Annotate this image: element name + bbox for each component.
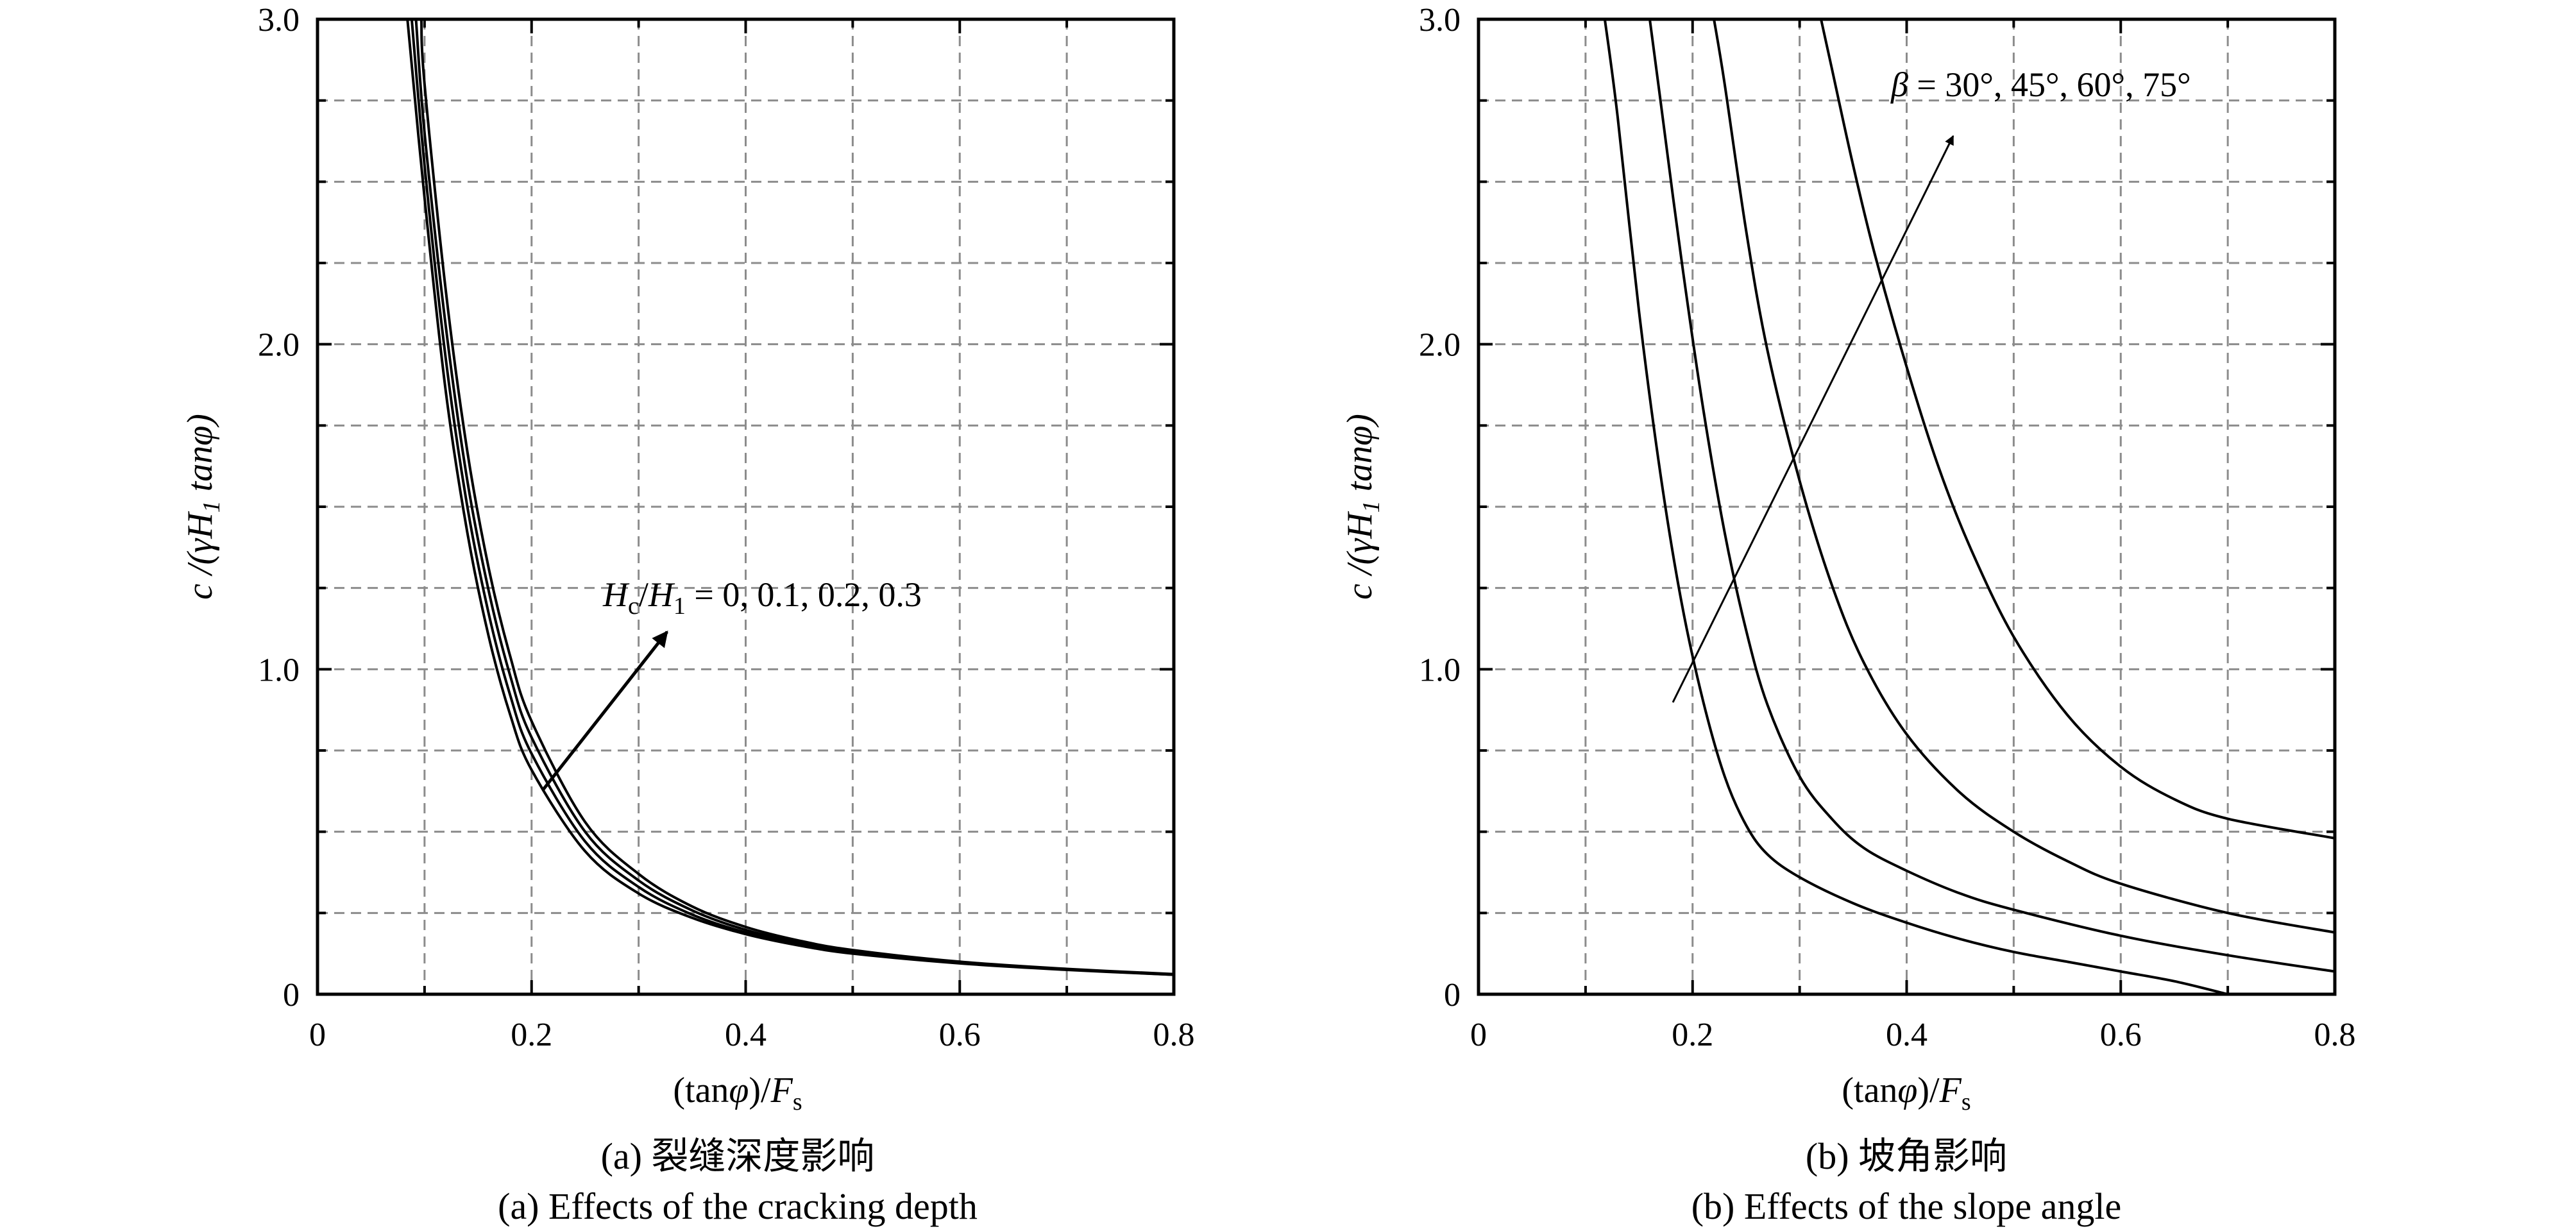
panel-a-y-tick-label: 1.0	[258, 652, 300, 688]
panel-b-grid	[1479, 19, 2335, 994]
panel-b-caption-en: (b) Effects of the slope angle	[1691, 1185, 2122, 1227]
panel-a-curves	[406, 19, 1174, 976]
panel-b-y-tick-label: 1.0	[1419, 652, 1461, 688]
panel-b-y-tick-label: 3.0	[1419, 2, 1461, 38]
panel-b-x-tick-labels: 0 0.2 0.4 0.6 0.8	[1470, 1017, 2356, 1053]
panel-b-x-axis-title: (tanφ)/Fs	[1842, 1071, 1970, 1115]
panel-b-series-line-1	[1603, 19, 2228, 996]
panel-b-x-tick-label: 0.4	[1886, 1017, 1928, 1053]
panel-b-series-line-3	[1713, 19, 2335, 934]
panel-a-caption-en: (a) Effects of the cracking depth	[498, 1185, 978, 1227]
panel-a-x-axis-title: (tanφ)/Fs	[673, 1071, 802, 1115]
panel-b-y-tick-label: 0	[1444, 977, 1461, 1013]
panel-a-x-tick-label: 0.4	[725, 1017, 767, 1053]
panel-b-annotation: β = 30°, 45°, 60°, 75°	[1890, 65, 2191, 104]
panel-a-x-tick-label: 0	[309, 1017, 326, 1053]
panel-a-annotation: Hc/H1 = 0, 0.1, 0.2, 0.3	[602, 575, 922, 620]
panel-a-chart: 0 0.2 0.4 0.6 0.8 0 1.0 2.0 3.0 c /(γH1 tanφ) (…	[180, 2, 1195, 1227]
panel-b-series-line-4	[1820, 19, 2335, 840]
panel-a-grid	[318, 19, 1174, 994]
panel-a-caption-cn: (a) 裂缝深度影响	[601, 1135, 875, 1177]
panel-a-x-tick-label: 0.8	[1153, 1017, 1195, 1053]
panel-b-y-tick-labels: 0 1.0 2.0 3.0	[1419, 2, 1461, 1013]
panel-b-series-line-2	[1648, 19, 2335, 973]
panel-a-x-tick-label: 0.2	[511, 1017, 552, 1053]
panel-b-x-tick-label: 0.6	[2100, 1017, 2142, 1053]
panel-a-y-tick-label: 2.0	[258, 327, 300, 364]
panel-b-y-tick-label: 2.0	[1419, 327, 1461, 364]
panel-a-ticks	[316, 18, 1175, 996]
panel-b-annotation-arrow	[1672, 135, 1954, 703]
panel-b-x-tick-label: 0.8	[2314, 1017, 2356, 1053]
panel-a-x-tick-labels: 0 0.2 0.4 0.6 0.8	[309, 1017, 1195, 1053]
panel-a-y-tick-label: 3.0	[258, 2, 300, 38]
panel-b-x-tick-label: 0	[1470, 1017, 1487, 1053]
panel-b-x-tick-label: 0.2	[1672, 1017, 1713, 1053]
panel-b-y-axis-title: c /(γH1 tanφ)	[1340, 414, 1385, 600]
panel-b-ticks	[1477, 18, 2336, 996]
panel-a-y-tick-label: 0	[283, 977, 300, 1013]
panel-a-y-tick-labels: 0 1.0 2.0 3.0	[258, 2, 300, 1013]
panel-b-chart: 0 0.2 0.4 0.6 0.8 0 1.0 2.0 3.0 c /(γH1 tanφ) (…	[1340, 2, 2356, 1227]
panel-a-series-line-4	[419, 19, 1174, 976]
panel-b-curves	[1603, 19, 2335, 996]
panel-a-x-tick-label: 0.6	[939, 1017, 981, 1053]
panel-a-annotation-arrow	[541, 631, 668, 792]
panel-a-y-axis-title: c /(γH1 tanφ)	[180, 414, 225, 600]
panel-b-caption-cn: (b) 坡角影响	[1806, 1135, 2007, 1177]
